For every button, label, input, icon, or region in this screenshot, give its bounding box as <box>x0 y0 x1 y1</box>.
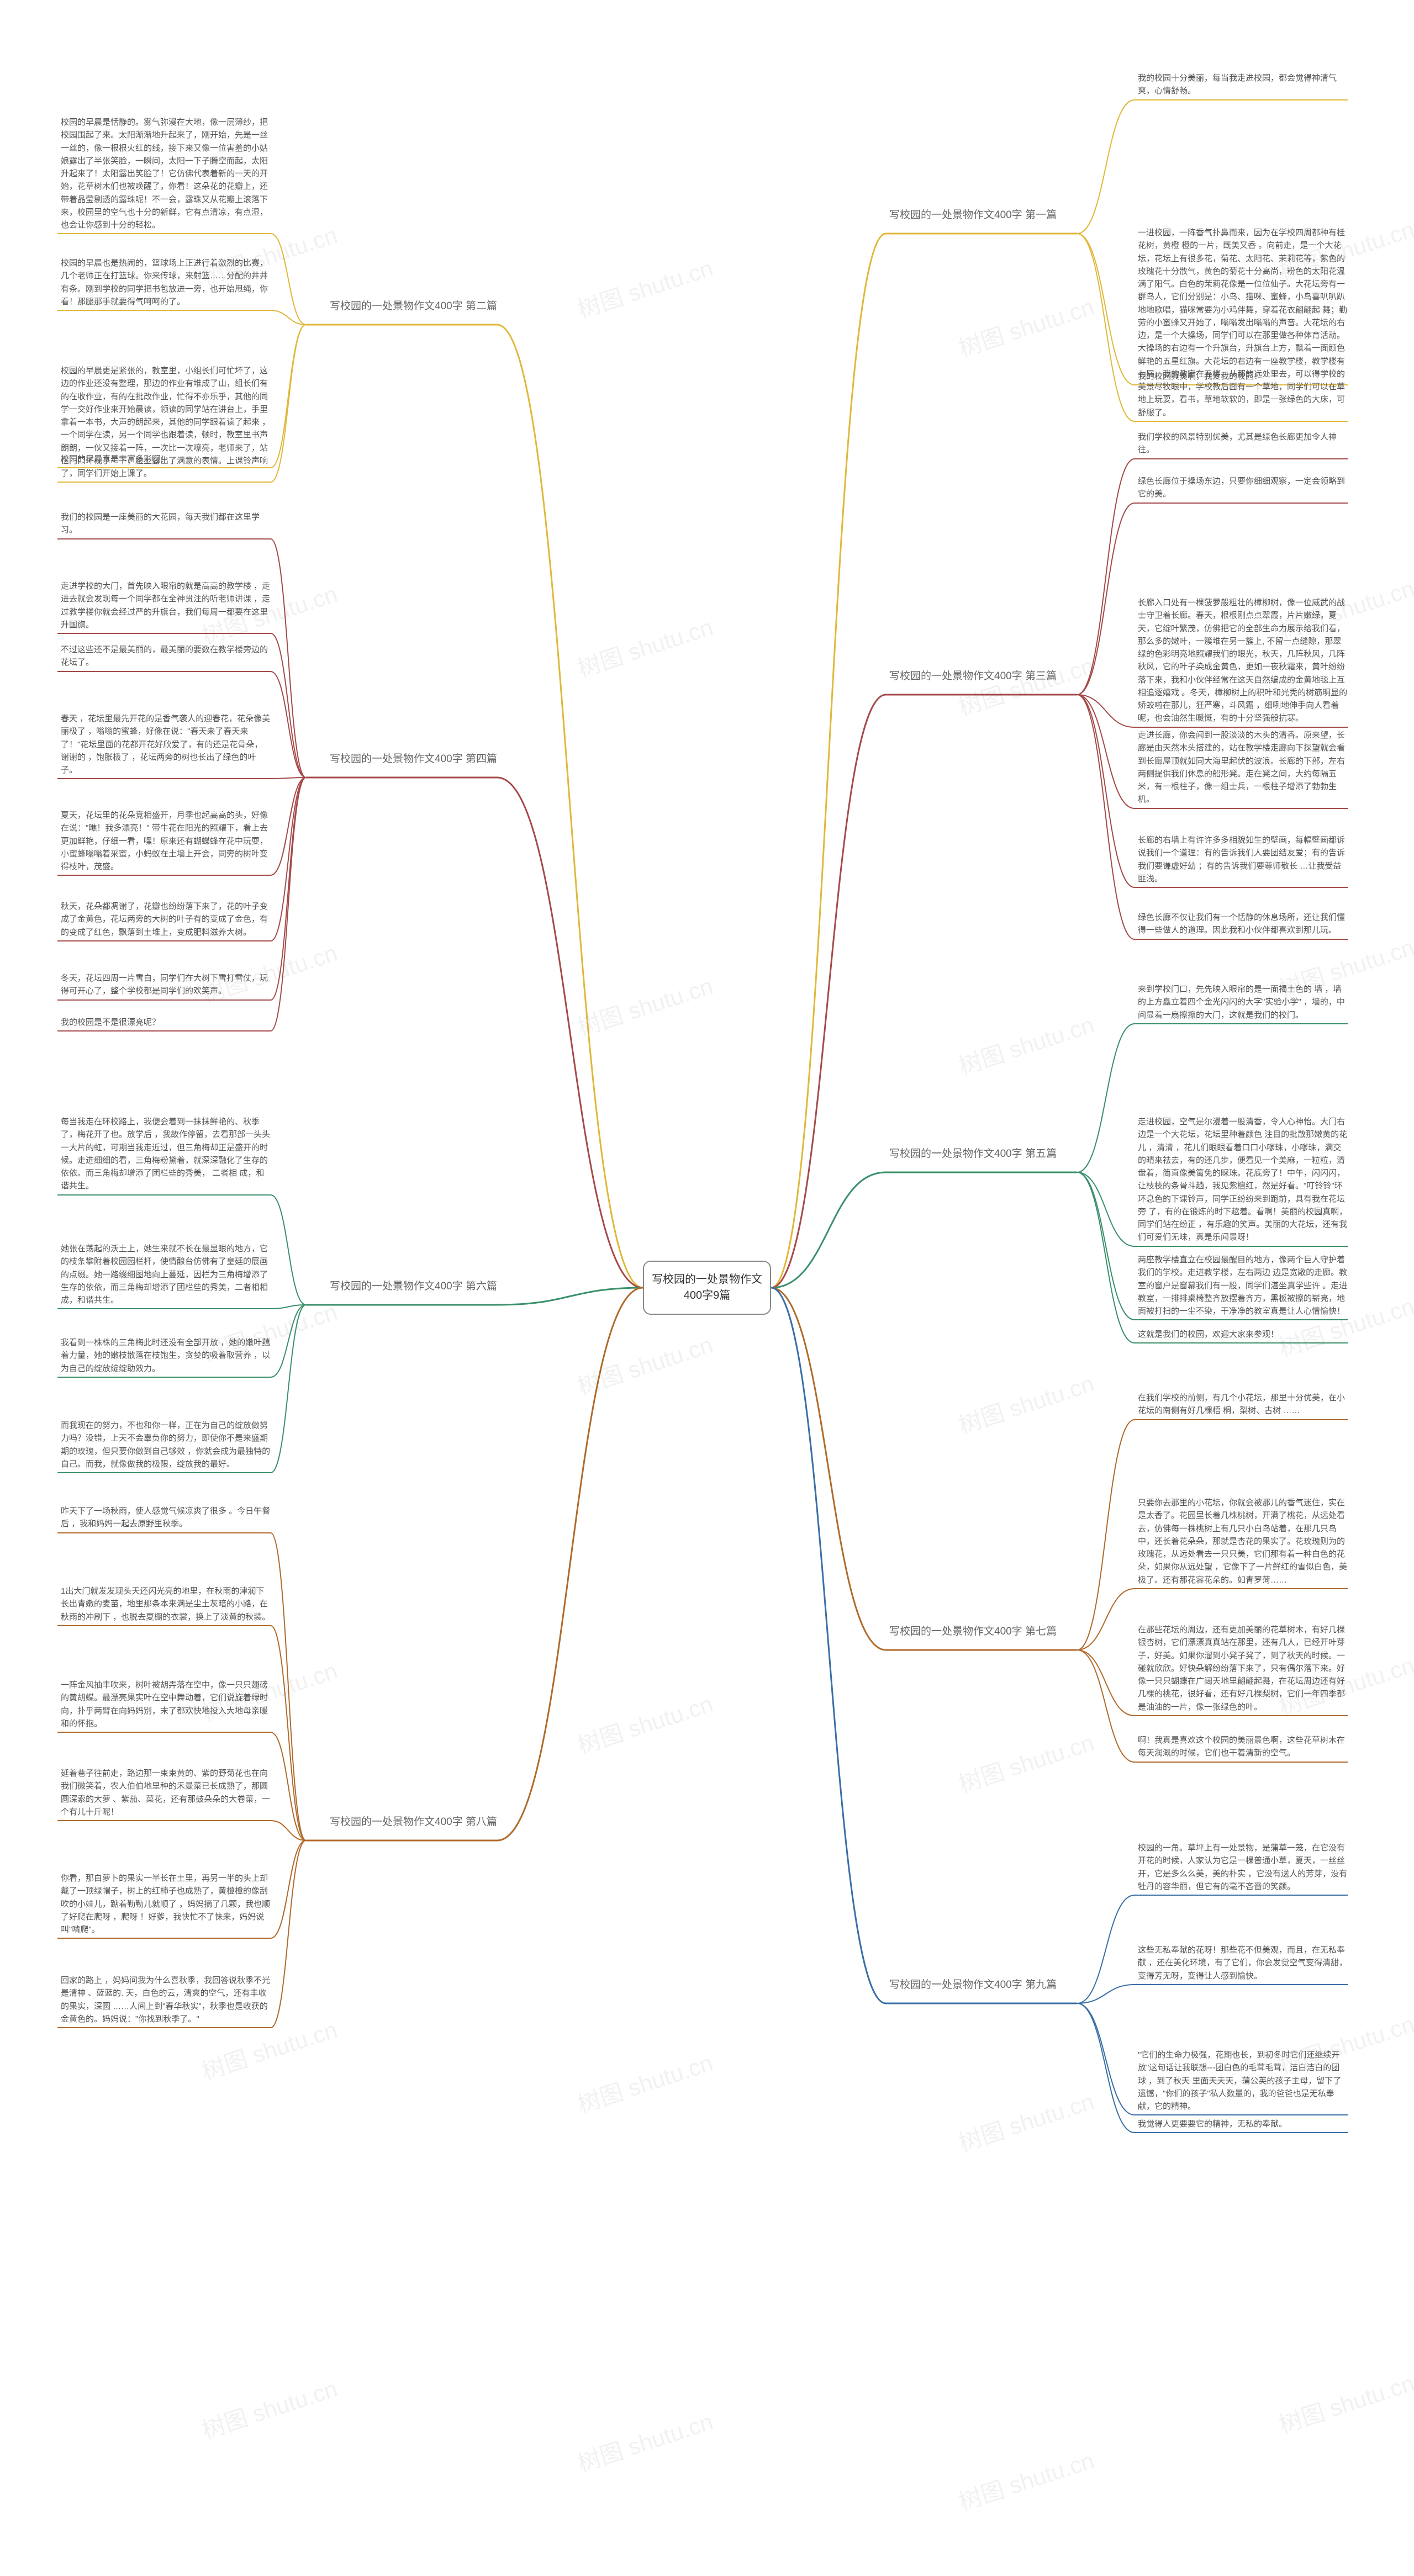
leaf-text: 你看，那白萝卜的果实一半长在土里，再另一半的头上却戴了一顶绿帽子，树上的红柿子也… <box>61 1872 271 1936</box>
leaf-text: 每当我走在环校路上，我便会着到一抹抹鲜艳的、秋季了，梅花开了也。放学后 ，我故作… <box>61 1115 271 1193</box>
leaf-text: 走进长廊，你会闻到一股淡淡的木头的清香。原来望，长廊是由天然木头搭建的，站在教学… <box>1138 729 1348 806</box>
watermark: 树图 shutu.cn <box>954 2442 1098 2517</box>
branch-label: 写校园的一处景物作文400字 第八篇 <box>309 1815 497 1830</box>
leaf-text: 1出大门就发发现头天还闪光亮的地里，在秋雨的津润下长出青嫩的麦苗，地里那条本来满… <box>61 1585 271 1623</box>
leaf-text: 啊！我真是喜欢这个校园的美丽景色啊，这些花草树木在每天润溉的时候，它们也干着清新… <box>1138 1734 1348 1760</box>
branch-label: 写校园的一处景物作文400字 第五篇 <box>889 1147 1077 1162</box>
leaf-text: 春天 ，花坛里最先开花的是香气袭人的迎春花，花朵像美丽极了 ，嗡嗡的蜜蜂，好像在… <box>61 712 271 776</box>
leaf-text: 我的校园十分美丽，每当我走进校园，都会觉得神清气爽，心情舒畅。 <box>1138 72 1348 98</box>
leaf-text: "它们的生命力极强，花期也长，到初冬时它们还继续开放"这句话让我联想---团白色… <box>1138 2049 1348 2113</box>
watermark: 树图 shutu.cn <box>573 609 717 684</box>
leaf-text: 只要你去那里的小花坛，你就会被那儿的香气迷住，实在是太香了。花园里长着几株桃树，… <box>1138 1496 1348 1586</box>
watermark: 树图 shutu.cn <box>573 250 717 325</box>
leaf-text: 在我们学校的前侧，有几个小花坛，那里十分优美，在小花坛的南侧有好几棵梧 桐，梨树… <box>1138 1392 1348 1417</box>
leaf-text: 我们学校的风景特别优美，尤其是绿色长廊更加令人神往。 <box>1138 431 1348 457</box>
leaf-text: 延着巷子往前走，路边那一束束黄的、紫的野菊花也在向我们微笑着，农人伯伯地里种的禾… <box>61 1767 271 1818</box>
branch-label: 写校园的一处景物作文400字 第三篇 <box>889 669 1077 684</box>
leaf-text: 一进校园，一阵香气扑鼻而来，因为在学校四周都种有桂花树，黄橙 橙的一片，既美又香… <box>1138 226 1348 419</box>
center-node: 写校园的一处景物作文400字9篇 <box>643 1261 771 1315</box>
leaf-text: 校园的早晨也是热闹的，篮球场上正进行着激烈的比赛，几个老师正在打篮球。你来传球，… <box>61 257 271 308</box>
leaf-text: 绿色长廊不仅让我们有一个恬静的休息场所，还让我们懂得一些做人的道理。因此我和小伙… <box>1138 911 1348 937</box>
leaf-text: 昨天下了一场秋雨，使人感觉气候凉爽了很多 。今日午餐后 ，我和妈妈一起去原野里秋… <box>61 1505 271 1531</box>
leaf-text: 秋天，花朵都凋谢了，花瓣也纷纷落下来了，花的叶子变成了金黄色，花坛两旁的大树的叶… <box>61 900 271 939</box>
leaf-text: 她张在荡起的沃土上，她生来就不长在最显眼的地方，它的枝条攀附着校园园栏杆，使情酿… <box>61 1242 271 1306</box>
leaf-text: 我们的校园是一座美丽的大花园，每天我们都在这里学习。 <box>61 511 271 537</box>
leaf-text: 冬天，花坛四周一片雪白，同学们在大树下雪打雪仗，玩得可开心了，整个学校都是同学们… <box>61 972 271 998</box>
leaf-text: 我的校园真美啊，我爱我的校园！ <box>1138 370 1348 383</box>
leaf-text: 不过这些还不是最美丽的，最美丽的要数在教学楼旁边的花坛了。 <box>61 643 271 669</box>
leaf-text: 长廊入口处有一棵菠萝般粗壮的樟柳树，像一位威武的战士守卫着长廊。春天，根根刚点点… <box>1138 596 1348 725</box>
leaf-text: 这些无私奉献的花呀！那些花不但美观，而且，在无私奉献 ，还在美化环境，有了它们，… <box>1138 1944 1348 1982</box>
leaf-text: 而我现在的努力，不也和你一样，正在为自己的绽放做努力吗？没错，上天不会辜负你的努… <box>61 1419 271 1471</box>
leaf-text: 绿色长廊位于操场东边，只要你细细观察，一定会领略到它的美。 <box>1138 475 1348 501</box>
watermark: 树图 shutu.cn <box>954 288 1098 364</box>
leaf-text: 回家的路上 ，妈妈问我为什么喜秋季，我回答说秋季不光是清神 、蓝蓝的. 天，白色… <box>61 1974 271 2025</box>
leaf-text: 这就是我们的校园，欢迎大家来参观！ <box>1138 1328 1348 1341</box>
leaf-text: 走进校园，空气是尔漫着一股清香，令人心神怡。大门右边是一个大花坛，花坛里种着颜色… <box>1138 1115 1348 1244</box>
branch-label: 写校园的一处景物作文400字 第七篇 <box>889 1625 1077 1639</box>
branch-label: 写校园的一处景物作文400字 第四篇 <box>309 752 497 767</box>
leaf-text: 我觉得人更要要它的精神，无私的奉献。 <box>1138 2118 1348 2130</box>
branch-label: 写校园的一处景物作文400字 第二篇 <box>309 299 497 314</box>
leaf-text: 我的校园是不是很漂亮呢？ <box>61 1016 271 1029</box>
watermark: 树图 shutu.cn <box>954 647 1098 723</box>
watermark: 树图 shutu.cn <box>573 1685 717 1761</box>
leaf-text: 校园的早晨是恬静的。雾气弥漫在大地，像一层薄纱，把校园围起了来。太阳渐渐地升起来… <box>61 116 271 231</box>
watermark: 树图 shutu.cn <box>573 2044 717 2120</box>
leaf-text: 校园的早晨真是丰富多彩啊！ <box>61 453 271 466</box>
watermark: 树图 shutu.cn <box>954 1724 1098 1800</box>
leaf-text: 长廊的右墙上有许许多多相貌如生的壁画，每幅壁画都诉说我们一个道理：有的告诉我们人… <box>1138 834 1348 885</box>
watermark: 树图 shutu.cn <box>573 2403 717 2479</box>
watermark: 树图 shutu.cn <box>573 1326 717 1402</box>
leaf-text: 一阵金风抽丰吹来，树叶被胡弄落在空中，像一只只翅磅的黄胡蝶。最漂亮果实叶在空中舞… <box>61 1679 271 1730</box>
branch-label: 写校园的一处景物作文400字 第九篇 <box>889 1978 1077 1993</box>
watermark: 树图 shutu.cn <box>1274 2365 1414 2440</box>
leaf-text: 校园的一角。草坪上有一处景物，是蒲草一笼，在它没有开花的时候，人家认为它是一棵普… <box>1138 1842 1348 1893</box>
leaf-text: 夏天，花坛里的花朵竞相盛开，月季也起高高的头，好像在说："瞧！我多漂亮！" 带牛… <box>61 809 271 873</box>
watermark: 树图 shutu.cn <box>954 1006 1098 1082</box>
watermark: 树图 shutu.cn <box>954 2083 1098 2159</box>
branch-label: 写校园的一处景物作文400字 第一篇 <box>889 208 1077 223</box>
watermark: 树图 shutu.cn <box>954 1365 1098 1441</box>
watermark: 树图 shutu.cn <box>197 2370 341 2446</box>
leaf-text: 在那些花坛的周边，还有更加美丽的花草树木，有好几棵银杏树，它们漂漂真真站在那里，… <box>1138 1623 1348 1713</box>
branch-label: 写校园的一处景物作文400字 第六篇 <box>309 1279 497 1294</box>
leaf-text: 来到学校门口，先先映入眼帘的是一面褐土色的 墙 ，墙的上方矗立着四个金光闪闪的大… <box>1138 983 1348 1022</box>
watermark: 树图 shutu.cn <box>573 967 717 1043</box>
leaf-text: 两座教学楼直立在校园最醒目的地方，像两个巨人守护着我们的学校。走进教学楼，左右两… <box>1138 1253 1348 1318</box>
leaf-text: 我看到一株株的三角梅此时还没有全部开放 ，她的嫩叶蕴着力量，她的嫩枝散落在枝饱生… <box>61 1336 271 1375</box>
leaf-text: 走进学校的大门，首先映入眼帘的就是高高的教学楼 ，走进去就会发现每一个同学都在全… <box>61 580 271 631</box>
